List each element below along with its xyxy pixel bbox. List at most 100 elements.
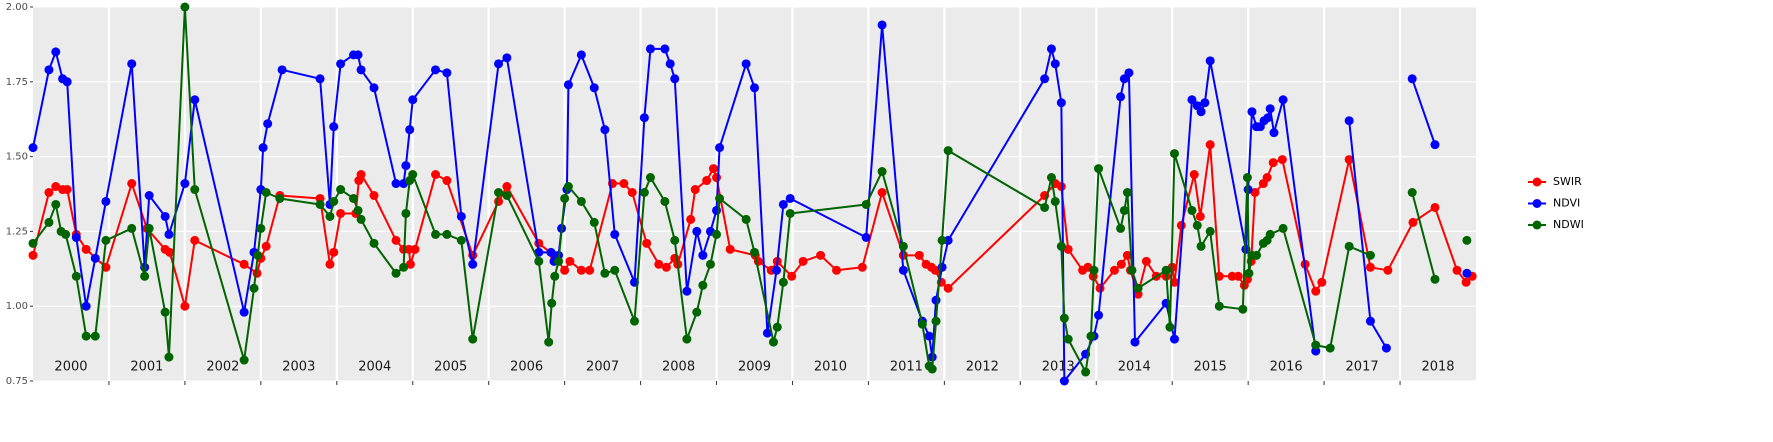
data-point bbox=[1265, 229, 1275, 239]
data-point bbox=[261, 188, 271, 198]
x-tick-label: 2010 bbox=[814, 360, 847, 375]
data-point bbox=[275, 193, 285, 203]
data-point bbox=[144, 223, 154, 233]
data-point bbox=[627, 188, 637, 198]
data-point bbox=[369, 83, 379, 93]
x-tick-label: 2002 bbox=[206, 360, 239, 375]
data-point bbox=[661, 262, 671, 272]
data-point bbox=[1365, 262, 1375, 272]
data-point bbox=[610, 265, 620, 275]
data-point bbox=[62, 77, 72, 87]
data-point bbox=[336, 185, 346, 195]
data-point bbox=[927, 364, 937, 374]
x-tick-label: 2011 bbox=[890, 360, 923, 375]
data-point bbox=[877, 167, 887, 177]
data-point bbox=[937, 235, 947, 245]
data-point bbox=[356, 214, 366, 224]
data-point bbox=[857, 262, 867, 272]
data-point bbox=[785, 193, 795, 203]
data-point bbox=[144, 190, 154, 200]
data-point bbox=[180, 301, 190, 311]
data-point bbox=[690, 185, 700, 195]
data-point bbox=[356, 65, 366, 75]
data-point bbox=[1462, 268, 1472, 278]
data-point bbox=[1089, 265, 1099, 275]
data-point bbox=[692, 226, 702, 236]
data-point bbox=[90, 253, 100, 263]
data-point bbox=[239, 307, 249, 317]
data-point bbox=[468, 259, 478, 269]
data-point bbox=[654, 259, 664, 269]
data-point bbox=[239, 355, 249, 365]
x-tick-label: 2003 bbox=[282, 360, 315, 375]
data-point bbox=[71, 271, 81, 281]
data-point bbox=[877, 188, 887, 198]
data-point bbox=[1233, 271, 1243, 281]
data-point bbox=[44, 188, 54, 198]
data-point bbox=[44, 65, 54, 75]
data-point bbox=[1461, 277, 1471, 287]
data-point bbox=[1242, 173, 1252, 183]
y-tick-label: 2.00 bbox=[6, 2, 28, 13]
data-point bbox=[408, 95, 418, 105]
data-point bbox=[877, 20, 887, 30]
data-point bbox=[1124, 68, 1134, 78]
data-point bbox=[71, 232, 81, 242]
data-point bbox=[356, 170, 366, 180]
data-point bbox=[1059, 376, 1069, 386]
data-point bbox=[550, 271, 560, 281]
data-point bbox=[190, 95, 200, 105]
legend-label: SWIR bbox=[1553, 175, 1582, 188]
data-point bbox=[127, 179, 137, 189]
data-point bbox=[1250, 188, 1260, 198]
data-point bbox=[1063, 244, 1073, 254]
data-point bbox=[329, 122, 339, 132]
data-point bbox=[1196, 241, 1206, 251]
data-point bbox=[391, 235, 401, 245]
data-point bbox=[81, 331, 91, 341]
data-point bbox=[391, 179, 401, 189]
data-point bbox=[127, 223, 137, 233]
x-tick-label: 2016 bbox=[1270, 360, 1303, 375]
data-point bbox=[589, 83, 599, 93]
data-point bbox=[1311, 286, 1321, 296]
series-line bbox=[1411, 78, 1436, 145]
data-point bbox=[456, 211, 466, 221]
data-point bbox=[62, 185, 72, 195]
data-point bbox=[502, 53, 512, 63]
data-point bbox=[546, 247, 556, 257]
data-point bbox=[431, 65, 441, 75]
data-point bbox=[1408, 217, 1418, 227]
x-tick-label: 2018 bbox=[1421, 360, 1454, 375]
data-point bbox=[101, 235, 111, 245]
data-point bbox=[715, 143, 725, 153]
data-point bbox=[369, 238, 379, 248]
data-point bbox=[715, 193, 725, 203]
data-point bbox=[630, 316, 640, 326]
data-point bbox=[645, 173, 655, 183]
data-point bbox=[1452, 265, 1462, 275]
data-point bbox=[1407, 74, 1417, 84]
legend-key bbox=[1532, 199, 1542, 208]
data-point bbox=[28, 238, 38, 248]
data-point bbox=[1056, 241, 1066, 251]
data-point bbox=[1214, 301, 1224, 311]
data-point bbox=[405, 259, 415, 269]
data-point bbox=[589, 217, 599, 227]
data-point bbox=[1278, 223, 1288, 233]
data-point bbox=[1247, 107, 1257, 117]
data-point bbox=[81, 244, 91, 254]
data-point bbox=[1165, 322, 1175, 332]
data-point bbox=[44, 217, 54, 227]
data-point bbox=[1046, 173, 1056, 183]
data-point bbox=[930, 265, 940, 275]
data-point bbox=[1056, 98, 1066, 108]
data-point bbox=[1169, 277, 1179, 287]
data-point bbox=[431, 229, 441, 239]
data-point bbox=[1119, 205, 1129, 215]
data-point bbox=[750, 247, 759, 257]
legend-label: NDVI bbox=[1553, 197, 1580, 210]
data-point bbox=[164, 352, 174, 362]
data-point bbox=[1365, 316, 1375, 326]
data-point bbox=[1122, 250, 1132, 260]
